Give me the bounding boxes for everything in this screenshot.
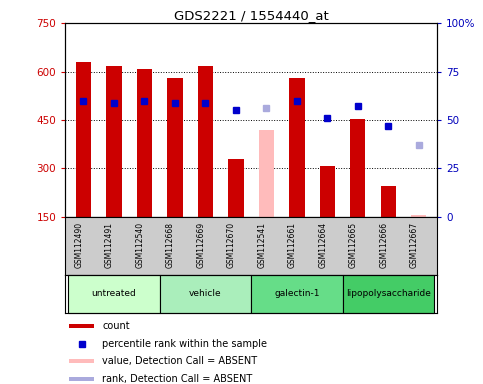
Bar [411,215,426,217]
Bar [160,275,251,313]
Bar [228,159,243,217]
Bar [251,275,342,313]
Text: GSM112669: GSM112669 [197,222,205,268]
Bar [259,130,274,217]
Bar [137,69,152,217]
Text: GSM112664: GSM112664 [318,222,327,268]
Text: lipopolysaccharide: lipopolysaccharide [346,289,431,298]
Text: value, Detection Call = ABSENT: value, Detection Call = ABSENT [102,356,257,366]
Text: GSM112491: GSM112491 [105,222,114,268]
Bar [342,275,434,313]
Text: rank, Detection Call = ABSENT: rank, Detection Call = ABSENT [102,374,253,384]
Text: GSM112670: GSM112670 [227,222,236,268]
Text: untreated: untreated [92,289,136,298]
Text: vehicle: vehicle [189,289,222,298]
Bar [289,78,304,217]
Bar [68,275,160,313]
Bar [350,119,366,217]
Bar [106,66,122,217]
Bar [198,66,213,217]
Text: GSM112667: GSM112667 [410,222,419,268]
Text: percentile rank within the sample: percentile rank within the sample [102,339,267,349]
Text: count: count [102,321,130,331]
Text: GSM112541: GSM112541 [257,222,267,268]
Bar [320,166,335,217]
Bar [70,359,94,363]
Bar [381,186,396,217]
Bar [76,62,91,217]
Bar [70,324,94,328]
Text: GSM112665: GSM112665 [349,222,358,268]
Title: GDS2221 / 1554440_at: GDS2221 / 1554440_at [174,9,328,22]
Text: GSM112661: GSM112661 [288,222,297,268]
Text: GSM112540: GSM112540 [135,222,144,268]
Text: GSM112666: GSM112666 [379,222,388,268]
Text: GSM112490: GSM112490 [74,222,84,268]
Text: galectin-1: galectin-1 [274,289,320,298]
Text: GSM112668: GSM112668 [166,222,175,268]
Bar [167,78,183,217]
Bar [70,377,94,381]
